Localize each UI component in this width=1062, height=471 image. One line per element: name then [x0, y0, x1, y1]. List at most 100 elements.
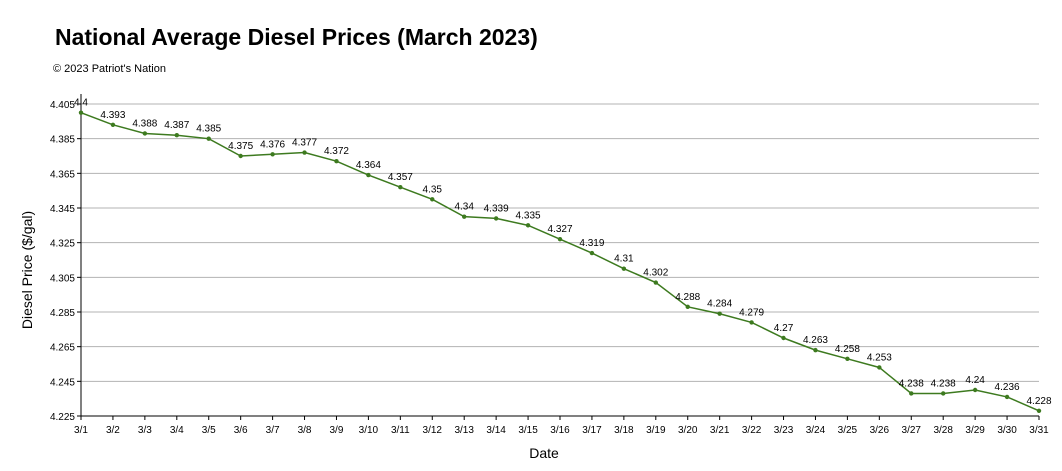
y-tick-labels: 4.225 4.245 4.265 4.285 4.305 4.325 4.345 4.365… — [50, 100, 75, 423]
x-tick-label: 3/23 — [774, 425, 794, 436]
x-tick-label: 3/17 — [582, 425, 602, 436]
data-point — [334, 159, 339, 164]
x-tick-label: 3/1 — [74, 425, 88, 436]
chart-subtitle: © 2023 Patriot's Nation — [53, 63, 166, 75]
data-label: 4.288 — [675, 292, 700, 303]
data-point — [557, 237, 563, 242]
data-label: 4.34 — [454, 202, 474, 213]
data-label: 4.253 — [867, 352, 892, 363]
data-label: 4.263 — [803, 335, 828, 346]
x-tick-label: 3/27 — [902, 425, 922, 436]
x-tick-label: 3/4 — [170, 425, 184, 436]
data-point — [174, 133, 179, 138]
data-label: 4.364 — [356, 160, 381, 171]
x-tick-labels: 3/1 3/2 3/3 3/4 3/5 3/6 3/7 3/8 3/9 3/10 3/11 3/12 3… — [74, 425, 1049, 436]
x-tick-label: 3/7 — [266, 425, 280, 436]
data-point — [845, 356, 850, 361]
series-line-group — [80, 111, 1040, 412]
x-tick-label: 3/26 — [870, 425, 890, 436]
data-point — [493, 216, 499, 221]
data-point — [877, 365, 882, 370]
y-tick-label: 4.365 — [50, 169, 75, 180]
data-label: 4.4 — [74, 98, 88, 109]
data-point — [110, 122, 116, 128]
data-label: 4.387 — [164, 120, 189, 131]
data-point — [685, 304, 690, 309]
data-label: 4.335 — [516, 210, 541, 221]
x-tick-label: 3/5 — [202, 425, 216, 436]
data-label: 4.279 — [739, 307, 764, 318]
data-label: 4.284 — [707, 299, 732, 310]
x-tick-label: 3/21 — [710, 425, 730, 436]
data-label: 4.372 — [324, 146, 349, 157]
data-point — [525, 223, 531, 228]
y-tick-label: 4.305 — [50, 273, 75, 284]
data-point — [1004, 394, 1010, 400]
x-tick-label: 3/29 — [965, 425, 985, 436]
y-axis-title: Diesel Price ($/gal) — [19, 211, 35, 329]
data-point — [781, 335, 786, 341]
x-tick-label: 3/12 — [423, 425, 443, 436]
data-label: 4.35 — [423, 184, 443, 195]
x-tick-label: 3/3 — [138, 425, 152, 436]
data-label: 4.258 — [835, 344, 860, 355]
x-tick-label: 3/2 — [106, 425, 120, 436]
x-tick-label: 3/13 — [454, 425, 474, 436]
y-tick-label: 4.385 — [50, 135, 75, 146]
data-point — [462, 214, 467, 219]
x-tick-label: 3/6 — [234, 425, 248, 436]
data-label: 4.27 — [774, 323, 794, 334]
data-point — [430, 197, 435, 202]
x-tick-label: 3/14 — [486, 425, 506, 436]
data-label: 4.393 — [100, 110, 125, 121]
x-tick-label: 3/28 — [933, 425, 953, 436]
data-point — [1036, 408, 1042, 413]
data-label: 4.385 — [196, 124, 221, 135]
data-point — [909, 391, 914, 396]
x-tick-label: 3/10 — [359, 425, 379, 436]
x-tick-label: 3/25 — [838, 425, 858, 436]
data-points — [78, 110, 1042, 413]
data-point — [366, 172, 371, 178]
data-label: 4.357 — [388, 172, 413, 183]
data-label: 4.24 — [965, 375, 985, 386]
data-label: 4.327 — [547, 224, 572, 235]
gridlines — [81, 103, 1039, 417]
data-point — [717, 311, 722, 316]
data-point — [813, 347, 818, 353]
data-point — [653, 280, 658, 285]
data-label: 4.376 — [260, 139, 285, 150]
axes — [77, 94, 1040, 420]
data-point — [206, 136, 211, 141]
x-tick-label: 3/16 — [550, 425, 570, 436]
data-point — [749, 320, 754, 325]
y-tick-label: 4.265 — [50, 343, 75, 354]
data-point — [78, 110, 84, 115]
series-line — [80, 111, 1040, 412]
x-tick-label: 3/18 — [614, 425, 634, 436]
data-labels: 4.4 4.393 4.388 4.387 4.385 4.375 4.376 4.377 4.… — [74, 98, 1052, 407]
x-tick-label: 3/31 — [1029, 425, 1049, 436]
x-tick-label: 3/15 — [518, 425, 538, 436]
data-label: 4.302 — [643, 268, 668, 279]
data-label: 4.339 — [484, 203, 509, 214]
data-label: 4.377 — [292, 138, 317, 149]
y-tick-label: 4.285 — [50, 308, 75, 319]
data-point — [302, 150, 307, 155]
data-label: 4.238 — [899, 378, 924, 389]
data-label: 4.228 — [1026, 396, 1051, 407]
y-tick-label: 4.225 — [50, 412, 75, 423]
data-point — [270, 152, 275, 157]
x-tick-label: 3/22 — [742, 425, 762, 436]
y-tick-label: 4.405 — [50, 100, 75, 111]
data-label: 4.388 — [132, 118, 157, 129]
data-label: 4.375 — [228, 141, 253, 152]
x-tick-label: 3/11 — [391, 425, 410, 436]
x-tick-label: 3/9 — [330, 425, 344, 436]
x-axis-title: Date — [529, 445, 559, 461]
data-point — [398, 185, 403, 190]
x-tick-label: 3/8 — [298, 425, 312, 436]
data-label: 4.31 — [614, 254, 634, 265]
x-tick-label: 3/24 — [806, 425, 826, 436]
x-tick-label: 3/19 — [646, 425, 666, 436]
